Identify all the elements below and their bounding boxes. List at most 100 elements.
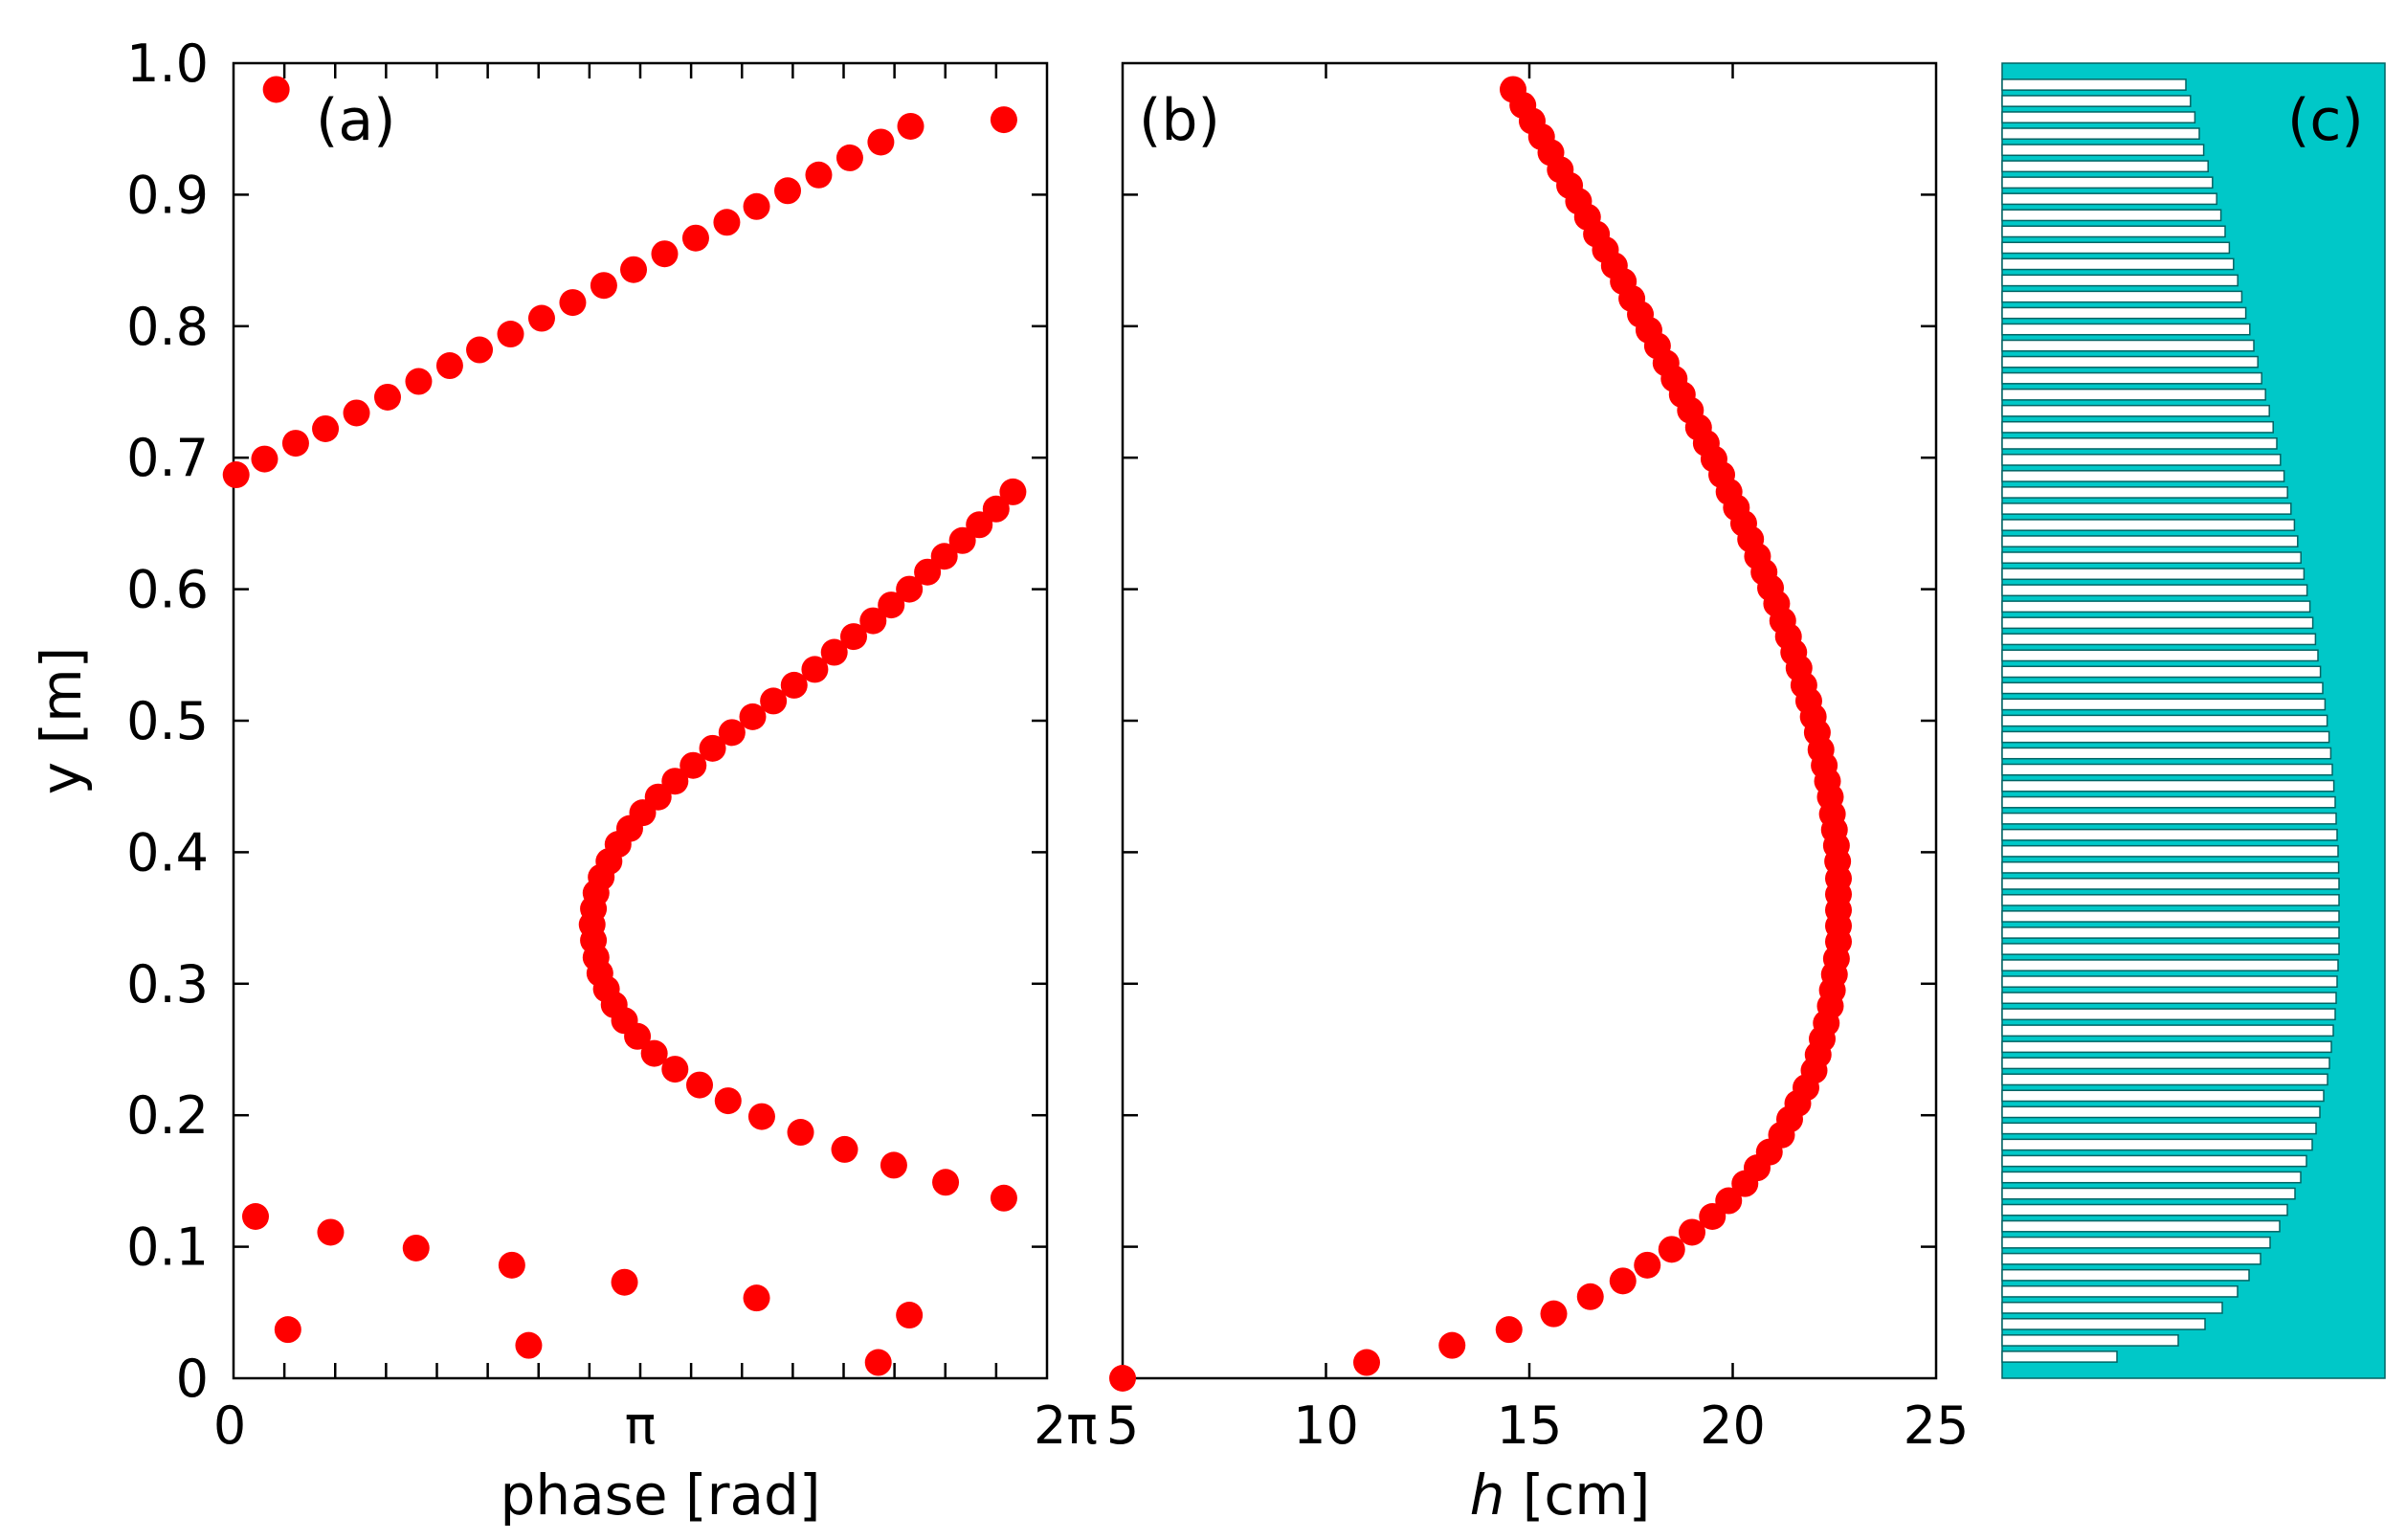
panel-c-bar	[2001, 1334, 2179, 1347]
panel-c-bar	[2001, 1284, 2239, 1298]
data-point	[611, 1268, 638, 1296]
panel-c-bar	[2001, 812, 2337, 825]
panel-a-ytick-label: 0.6	[126, 560, 209, 620]
data-point	[897, 112, 925, 140]
panel-c-bar	[2001, 926, 2340, 939]
panel-c-bar	[2001, 633, 2317, 646]
data-point	[932, 1169, 960, 1196]
panel-c-bar	[2001, 323, 2251, 336]
data-point	[274, 1316, 301, 1344]
panel-a-ytick-label: 0.5	[126, 691, 209, 751]
panel-c-bar	[2001, 1252, 2261, 1265]
data-point	[999, 478, 1027, 505]
panel-a-ticks: 0 0.1 0.2 0.3 0.4 0.5 0.6 0.7 0.8 0.9 1.0 0 π 2π	[126, 33, 1098, 1456]
panel-c-bar	[2001, 470, 2285, 482]
panel-c-bar	[2001, 1008, 2336, 1021]
panel-c-bar	[2001, 1089, 2325, 1103]
panel-a-ytick-label: 0	[176, 1349, 209, 1409]
panel-c-bar	[2001, 519, 2296, 531]
panel-c-bar	[2001, 1040, 2332, 1054]
panel-c-bar	[2001, 436, 2278, 450]
panel-c-bar	[2001, 306, 2247, 320]
panel-b-points	[1109, 76, 1852, 1392]
panel-c-bar	[2001, 910, 2340, 923]
data-point	[743, 1284, 770, 1312]
data-point	[559, 289, 587, 317]
panel-c-bar	[2001, 1171, 2302, 1184]
panel-c-bars	[2001, 78, 2340, 1363]
panel-c-bar	[2001, 257, 2235, 271]
data-point	[1658, 1236, 1685, 1263]
panel-b-xtick-label: 10	[1293, 1395, 1359, 1456]
data-point	[718, 719, 746, 747]
data-point	[640, 1039, 668, 1067]
panel-c-bar	[2001, 551, 2302, 564]
panel-c-bar	[2001, 454, 2282, 466]
panel-c-bar	[2001, 95, 2192, 107]
data-point	[990, 1184, 1017, 1212]
panel-c-bar	[2001, 616, 2314, 630]
panel-c-bar	[2001, 127, 2200, 141]
panel-a-ytick-label: 0.2	[126, 1085, 209, 1146]
panel-b-xlabel-variable: h	[1470, 1462, 1505, 1528]
panel-c-bar	[2001, 192, 2217, 206]
panel-a-chart: 00.10.20.30.40.50.60.70.80.91.00 π 2π (a) …	[29, 33, 1098, 1528]
data-point	[466, 336, 494, 364]
data-point	[859, 607, 887, 635]
panel-c-bar	[2001, 1122, 2317, 1135]
panel-c-bar	[2001, 959, 2339, 971]
panel-b-xtick-label: 15	[1497, 1395, 1563, 1456]
data-point	[1715, 1187, 1743, 1215]
panel-c-bar	[2001, 388, 2266, 401]
panel-a-label: (a)	[316, 87, 396, 154]
panel-c-bar	[2001, 779, 2335, 792]
data-point	[681, 224, 709, 252]
panel-a-points	[222, 76, 1027, 1376]
panel-b-chart: 5 10 15 20 25 (b) h [cm]	[1106, 61, 1969, 1528]
data-point	[620, 256, 648, 283]
panel-c-bar	[2001, 878, 2340, 890]
data-point	[1576, 1283, 1604, 1310]
panel-c-bar	[2001, 78, 2187, 91]
panel-c-bar	[2001, 992, 2337, 1005]
panel-c-bar	[2001, 747, 2332, 760]
data-point	[590, 272, 617, 300]
data-point	[281, 430, 309, 458]
data-point	[805, 161, 833, 189]
data-point	[747, 1103, 775, 1130]
data-point	[1438, 1331, 1466, 1359]
data-point	[713, 209, 741, 236]
panel-c-bar	[2001, 894, 2340, 906]
panel-c-bar	[2001, 1219, 2281, 1233]
data-point	[527, 304, 555, 332]
panel-c-bar	[2001, 714, 2328, 727]
panel-a-ytick-label: 1.0	[126, 33, 209, 94]
panel-c-bar	[2001, 371, 2262, 385]
data-point	[820, 638, 848, 666]
data-point	[1679, 1218, 1705, 1246]
panel-c-bar	[2001, 209, 2222, 222]
data-point	[1353, 1349, 1380, 1376]
panel-c-bar	[2001, 1236, 2271, 1249]
data-point	[679, 751, 707, 779]
data-point	[774, 177, 802, 205]
panel-c-bar	[2001, 1154, 2307, 1168]
panel-c-bar	[2001, 975, 2338, 988]
data-point	[661, 768, 689, 795]
data-point	[497, 321, 524, 348]
data-point	[1109, 1365, 1136, 1392]
panel-a-xlabel: phase [rad]	[501, 1462, 821, 1528]
data-point	[801, 656, 829, 683]
data-point	[839, 623, 867, 651]
panel-c-bar	[2001, 144, 2205, 157]
panel-a-ytick-label: 0.7	[126, 428, 209, 488]
panel-c-bar	[2001, 1057, 2330, 1070]
data-point	[739, 703, 767, 730]
panel-c-bar	[2001, 1024, 2334, 1038]
data-point	[1609, 1267, 1637, 1295]
data-point	[699, 734, 726, 762]
data-point	[878, 591, 905, 619]
panel-c-bar	[2001, 844, 2339, 858]
panel-a-ytick-label: 0.3	[126, 954, 209, 1015]
